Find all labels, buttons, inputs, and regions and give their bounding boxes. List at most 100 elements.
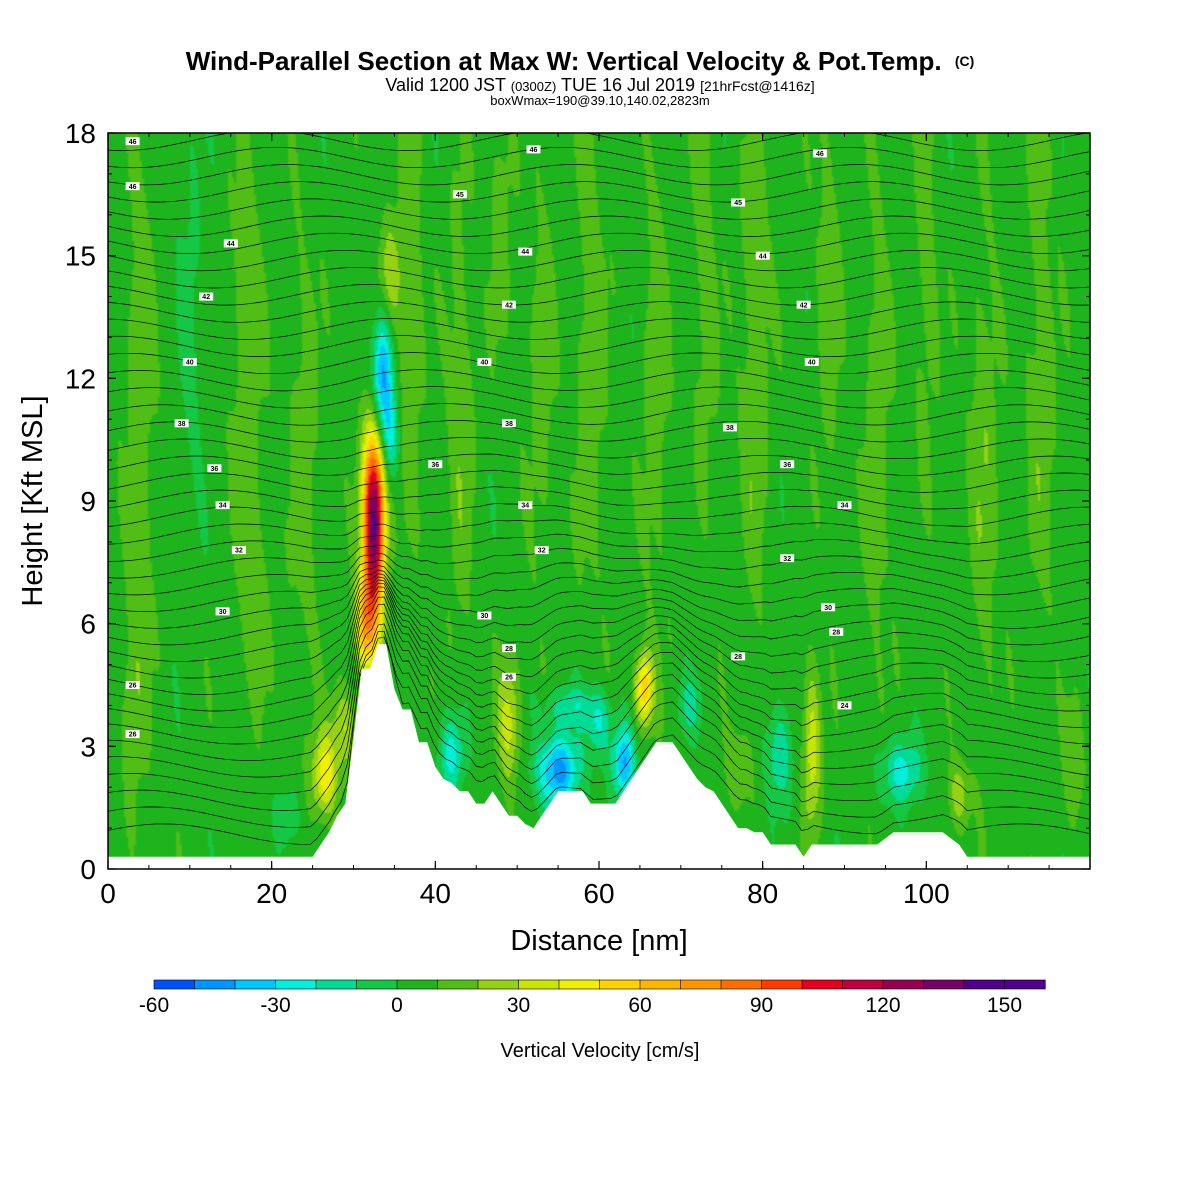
isentrope-label-box (502, 419, 516, 428)
colorbar-bin (153, 979, 196, 990)
isentrope-label-box (215, 501, 230, 510)
x-tick-label: 60 (583, 878, 614, 909)
chart-subtitle: Valid 1200 JST (0300Z) TUE 16 Jul 2019 [… (385, 75, 814, 95)
isentrope-label-box (837, 701, 852, 710)
isentrope-line (108, 215, 1090, 237)
isentrope-line (108, 631, 1090, 845)
isentrope-label: 45 (734, 200, 742, 207)
isentrope-line (108, 503, 1090, 527)
isentrope-label: 36 (783, 462, 791, 469)
isentrope-label-box (125, 730, 140, 739)
isentrope-line (108, 559, 1090, 612)
isentrope-label: 32 (235, 548, 243, 555)
y-tick-label: 18 (65, 118, 96, 149)
isentrope-line (108, 552, 1090, 596)
isentrope-label: 46 (530, 147, 538, 154)
isentrope-label: 34 (521, 503, 529, 510)
colorbar-bin (1004, 979, 1046, 990)
isentrope-label: 36 (431, 462, 439, 469)
isentrope-line (108, 436, 1090, 460)
isentrope-label-box (428, 460, 443, 469)
isentrope-label-box (502, 672, 516, 681)
isentrope-label: 30 (219, 609, 227, 616)
isentrope-label-box (526, 145, 541, 154)
colorbar-tick-label: 60 (628, 994, 651, 1017)
subtitle-date: TUE 16 Jul 2019 (561, 75, 695, 95)
isentrope-line (108, 544, 1090, 579)
isentrope-label-box (804, 358, 819, 366)
isentrope-line (108, 486, 1090, 510)
isentrope-label-box (207, 464, 222, 473)
isentrope-line (108, 603, 1090, 778)
isentrope-label-box (722, 423, 737, 432)
isentrope-label: 30 (481, 613, 489, 620)
isentrope-label-box (477, 611, 492, 620)
isentrope-label: 26 (505, 674, 513, 681)
colorbar-bin (680, 979, 722, 990)
y-tick-label: 12 (65, 363, 96, 394)
isentrope-label: 28 (734, 654, 742, 661)
isentrope-line (108, 565, 1090, 629)
isentrope-line (108, 198, 1090, 220)
y-tick-label: 9 (80, 486, 96, 517)
y-tick-label: 3 (80, 731, 96, 762)
isentrope-line (108, 519, 1090, 545)
isentrope-label: 32 (538, 548, 546, 555)
colorbar-ticks: -60 -30 0 30 60 90 120 150 (139, 994, 1022, 1017)
colorbar-bin (558, 979, 601, 990)
colorbar-bin (194, 979, 236, 990)
isentrope-label: 44 (759, 253, 767, 260)
colorbar-bin (396, 979, 439, 990)
colorbar-tick-label: -60 (139, 994, 169, 1017)
isentrope-line (108, 623, 1090, 811)
isentrope-label-box (231, 546, 246, 555)
isentrope-labels: 46 46 46 46 45 45 44 44 44 42 42 42 40 40 40 38 38 38 36 36… (125, 137, 852, 739)
isentrope-line (108, 249, 1090, 272)
isentrope-label: 26 (129, 683, 137, 690)
colorbar-bin (720, 979, 763, 990)
terrain-mask (108, 644, 1090, 869)
isentrope-label: 44 (227, 241, 235, 248)
subtitle-valid: Valid 1200 JST (385, 75, 506, 95)
y-tick-label: 0 (80, 854, 96, 885)
isentrope-label: 28 (505, 646, 513, 653)
colorbar-bin (437, 979, 479, 990)
isentrope-line (108, 596, 1090, 761)
isentrope-line (108, 453, 1090, 476)
isentrope-line (108, 181, 1090, 203)
isentrope-label: 38 (505, 421, 513, 428)
isentrope-line (108, 576, 1090, 679)
isentrope-label-box (502, 300, 516, 309)
colorbar-bin (275, 979, 317, 990)
isentrope-label: 44 (521, 249, 529, 256)
chart-title-main: Wind-Parallel Section at Max W: Vertical… (186, 46, 942, 76)
isentrope-label-box (125, 137, 140, 146)
isentrope-label: 34 (841, 503, 849, 510)
colorbar-bin (315, 979, 358, 990)
isentrope-label: 34 (219, 503, 227, 510)
isentrope-label-box (731, 652, 746, 661)
isentrope-line (108, 164, 1090, 186)
isentrope-line (108, 420, 1090, 443)
isentrope-label: 42 (505, 302, 513, 309)
chart-subtitle-box: boxWmax=190@39.10,140.02,2823m (490, 93, 710, 108)
colorbar-bin (882, 979, 925, 990)
y-axis-label: Height [Kft MSL] (17, 395, 49, 606)
subtitle-forecast: [21hrFcst@1416z] (700, 78, 815, 94)
isentrope-label-box (223, 239, 238, 248)
colorbar-bin (923, 979, 965, 990)
isentrope-label-box (518, 247, 533, 256)
isentrope-label-box (780, 460, 795, 469)
colorbar-tick-label: 150 (987, 994, 1022, 1017)
isentrope-line (108, 146, 1090, 169)
colorbar-bin (801, 979, 844, 990)
colorbar-bin (842, 979, 884, 990)
x-tick-label: 40 (420, 878, 451, 909)
isentrope-label-box (829, 627, 844, 636)
isentrope-line (108, 267, 1090, 289)
x-tick-label: 0 (100, 878, 116, 909)
colorbar-tick-label: 120 (865, 994, 900, 1017)
isentrope-line (108, 232, 1090, 254)
